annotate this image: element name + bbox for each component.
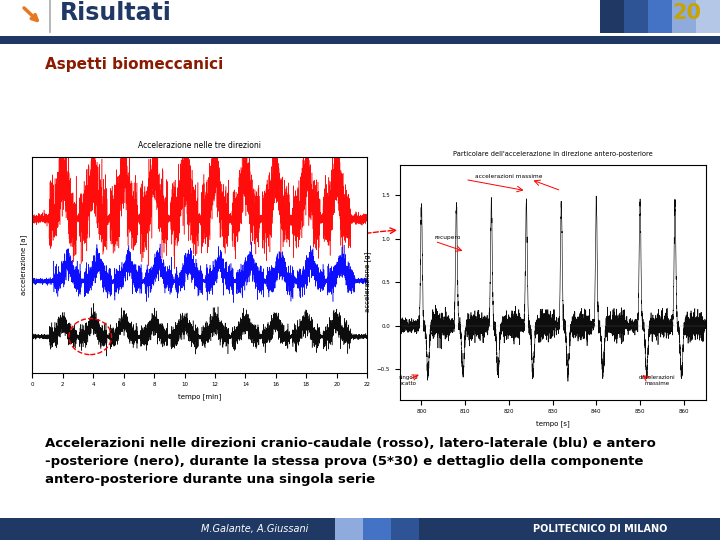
Text: recupero: recupero — [435, 235, 461, 240]
Bar — [0, 518, 720, 540]
Bar — [672, 0, 696, 33]
Text: decelerazioni
massime: decelerazioni massime — [639, 375, 676, 386]
Bar — [600, 0, 624, 33]
Text: singolo
scatto: singolo scatto — [399, 375, 418, 386]
Title: Particolare dell'accelerazione in direzione antero-posteriore: Particolare dell'accelerazione in direzi… — [453, 151, 652, 157]
Text: Accelerazioni nelle direzioni cranio-caudale (rosso), latero-laterale (blu) e an: Accelerazioni nelle direzioni cranio-cau… — [45, 437, 656, 486]
Bar — [648, 0, 672, 33]
Bar — [363, 518, 391, 540]
Bar — [696, 0, 720, 33]
Y-axis label: accelerazione [a]: accelerazione [a] — [20, 234, 27, 295]
Y-axis label: accelerazione [g]: accelerazione [g] — [364, 252, 371, 312]
X-axis label: tempo [s]: tempo [s] — [536, 420, 570, 427]
Bar — [0, 36, 720, 44]
Text: M.Galante, A.Giussani: M.Galante, A.Giussani — [202, 524, 309, 534]
Title: Accelerazione nelle tre direzioni: Accelerazione nelle tre direzioni — [138, 141, 261, 150]
Bar — [391, 518, 419, 540]
Text: Risultati: Risultati — [60, 1, 172, 25]
Text: accelerazioni massime: accelerazioni massime — [475, 174, 543, 179]
X-axis label: tempo [min]: tempo [min] — [178, 393, 222, 400]
Bar — [335, 518, 363, 540]
Bar — [0, 0, 720, 45]
Text: Aspetti biomeccanici: Aspetti biomeccanici — [45, 57, 223, 71]
Bar — [419, 518, 447, 540]
Text: 20: 20 — [672, 3, 701, 23]
Text: POLITECNICO DI MILANO: POLITECNICO DI MILANO — [533, 524, 667, 534]
Bar — [624, 0, 648, 33]
